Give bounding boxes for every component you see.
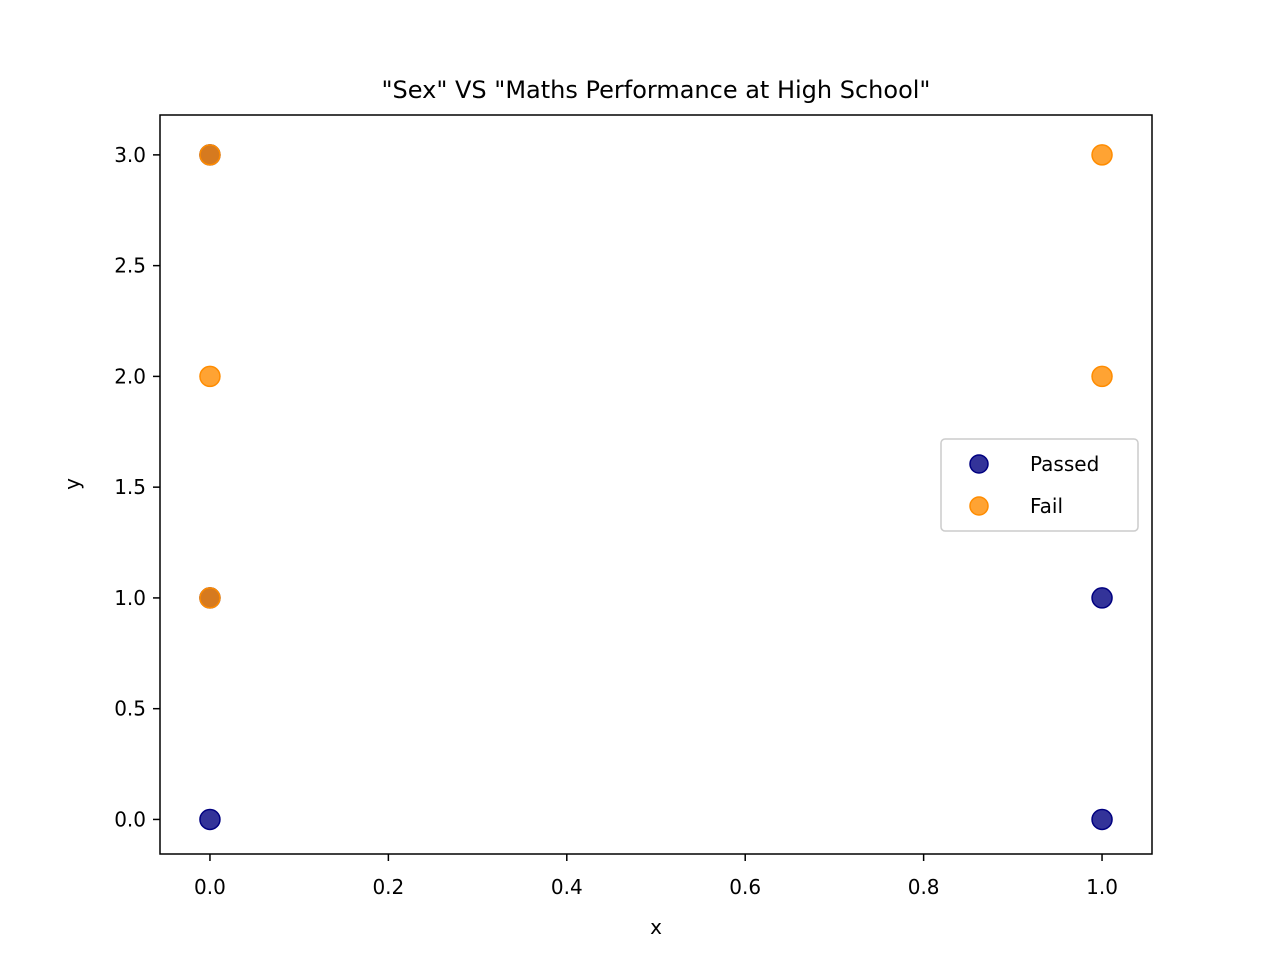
x-tick-label: 0.2 bbox=[372, 875, 404, 899]
legend-label-fail: Fail bbox=[1030, 494, 1063, 518]
y-tick-label: 1.5 bbox=[114, 475, 146, 499]
x-axis-label: x bbox=[650, 915, 662, 939]
chart-title: "Sex" VS "Maths Performance at High Scho… bbox=[382, 76, 931, 104]
point-fail-1 bbox=[199, 365, 221, 388]
point-passed-4 bbox=[1091, 587, 1113, 609]
point-passed-0 bbox=[199, 808, 221, 831]
legend-label-passed: Passed bbox=[1030, 452, 1099, 476]
x-tick-label: 0.6 bbox=[729, 875, 761, 899]
y-tick-label: 2.0 bbox=[114, 364, 146, 388]
plot-border bbox=[159, 114, 1153, 855]
y-tick-label: 1.0 bbox=[114, 586, 146, 610]
legend-marker-passed bbox=[969, 454, 989, 474]
legend-box bbox=[940, 438, 1139, 532]
x-tick-label: 0.4 bbox=[551, 875, 583, 899]
point-fail-3 bbox=[1091, 365, 1113, 388]
point-passed-3 bbox=[1091, 808, 1113, 831]
y-tick-label: 0.5 bbox=[114, 697, 146, 721]
legend-marker-fail bbox=[969, 496, 989, 516]
y-tick-label: 0.0 bbox=[114, 807, 146, 831]
point-fail-0 bbox=[199, 587, 221, 609]
y-tick-label: 2.5 bbox=[114, 254, 146, 278]
y-axis-label: y bbox=[60, 478, 84, 490]
legend: Passed Fail bbox=[940, 438, 1139, 532]
x-tick-label: 0.0 bbox=[194, 875, 226, 899]
y-tick-label: 3.0 bbox=[114, 143, 146, 167]
x-tick-label: 0.8 bbox=[908, 875, 940, 899]
point-fail-2 bbox=[199, 144, 221, 166]
x-tick-label: 1.0 bbox=[1086, 875, 1118, 899]
x-axis-ticks: 0.0 0.2 0.4 0.6 0.8 1.0 bbox=[194, 854, 1118, 899]
data-points bbox=[199, 144, 1113, 831]
y-axis-ticks: 0.0 0.5 1.0 1.5 2.0 2.5 3.0 bbox=[114, 143, 160, 831]
point-fail-4 bbox=[1091, 144, 1113, 166]
